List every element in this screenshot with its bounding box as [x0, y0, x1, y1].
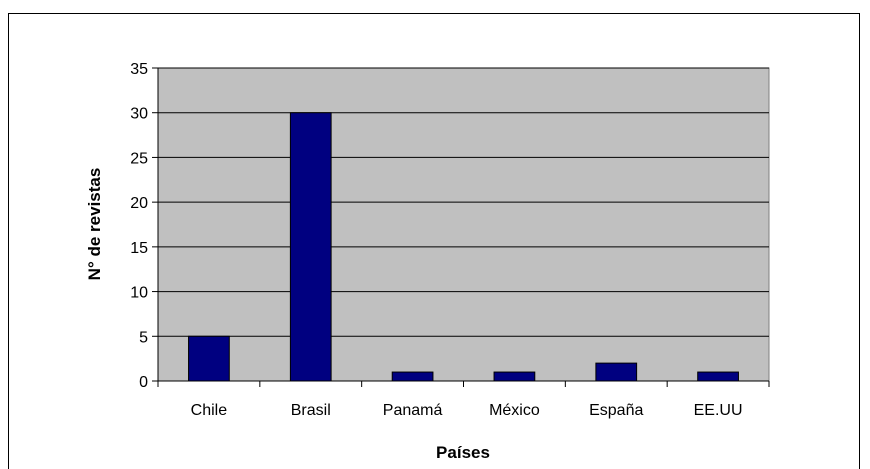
y-tick-label: 10 — [130, 285, 148, 302]
bar-espa-a — [595, 362, 638, 382]
x-ticks: Chile Brasil Panamá México España EE.UU — [157, 381, 770, 419]
y-ticks: 0 5 10 15 20 25 30 35 — [130, 61, 158, 391]
x-tick-label: México — [489, 402, 540, 419]
bar-ee-uu — [697, 371, 739, 382]
y-tick-label: 25 — [130, 150, 148, 167]
plot-area — [157, 67, 770, 382]
y-tick-label: 5 — [139, 329, 148, 346]
y-tick-label: 35 — [130, 61, 148, 78]
y-tick-label: 15 — [130, 240, 148, 257]
x-tick-label: Panamá — [383, 402, 443, 419]
x-tick-label: EE.UU — [694, 402, 743, 419]
x-axis-title: Países — [436, 443, 490, 462]
y-axis-title: N° de revistas — [85, 168, 104, 281]
x-tick-label: Chile — [191, 402, 228, 419]
bar-brasil — [289, 112, 332, 382]
x-tick-label: Brasil — [291, 402, 331, 419]
y-tick-label: 0 — [139, 374, 148, 391]
x-tick-label: España — [589, 402, 643, 419]
bar-m-xico — [493, 371, 536, 382]
y-tick-label: 20 — [130, 195, 148, 212]
bar-chile — [188, 335, 230, 382]
y-tick-label: 30 — [130, 106, 148, 123]
gridlines — [158, 67, 769, 337]
bar-panam- — [391, 371, 434, 382]
